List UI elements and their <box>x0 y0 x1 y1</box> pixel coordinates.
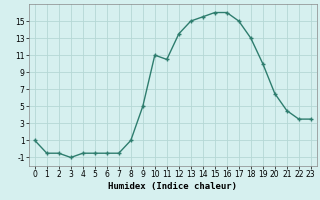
X-axis label: Humidex (Indice chaleur): Humidex (Indice chaleur) <box>108 182 237 191</box>
